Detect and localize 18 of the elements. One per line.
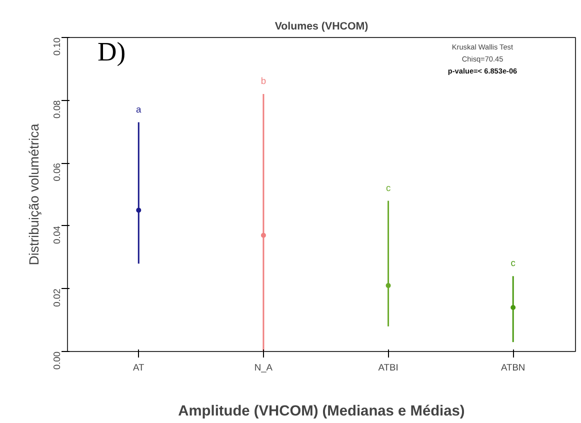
annotation: c	[510, 258, 516, 268]
chart-title: Volumes (VHCOM)	[274, 20, 369, 32]
x-tick-label: ATBN	[501, 362, 526, 372]
y-tick-label: 0.10	[52, 38, 62, 56]
annotation: a	[136, 104, 142, 114]
y-tick-label: 0.02	[52, 288, 62, 307]
x-tick-label: AT	[133, 362, 145, 372]
y-tick-label: 0.06	[52, 163, 62, 182]
annotation: D)	[98, 36, 126, 66]
y-tick-label: 0.00	[52, 352, 62, 370]
x-axis-title: Amplitude (VHCOM) (Medianas e Médias)	[178, 404, 465, 420]
x-tick-label: N_A	[254, 362, 274, 372]
y-axis-title: Distribuição volumétrica	[26, 123, 42, 266]
y-tick-label: 0.04	[52, 226, 62, 244]
x-tick-label: ATBI	[378, 362, 398, 372]
annotation: b	[260, 76, 266, 86]
annotation: c	[386, 182, 391, 193]
y-tick-label: 0.08	[52, 100, 62, 118]
